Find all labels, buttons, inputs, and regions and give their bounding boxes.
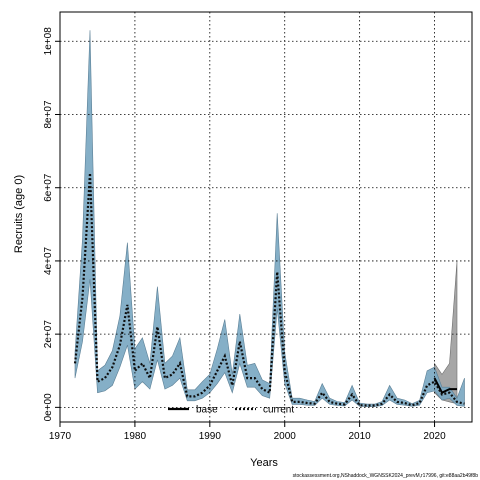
y-tick-label: 6e+07 [43,173,54,202]
series-line-base [433,377,457,395]
y-tick-label: 8e+07 [43,100,54,129]
x-tick-label: 1980 [124,431,147,442]
y-tick-label: 4e+07 [43,246,54,275]
x-tick-label: 2010 [349,431,372,442]
plot-frame [59,11,473,423]
current-confidence-band [74,30,465,407]
y-axis-title: Recruits (age 0) [13,175,25,253]
legend: base current [168,405,294,416]
x-axis-title: Years [250,457,278,469]
legend-label-current: current [263,405,294,416]
legend-label-base: base [196,405,218,416]
confidence-bands [74,30,465,407]
x-tick-label: 1970 [49,431,72,442]
y-tick-label: 1e+08 [43,27,54,56]
x-axis: 1970 1980 1990 2000 2010 2020 [49,422,446,442]
y-tick-label: 0e+00 [43,393,54,422]
grid [59,12,472,422]
series-lines [73,173,465,407]
caption: stockassessment.org,NShaddock_WGNSSK2024… [293,473,479,479]
x-tick-label: 2000 [274,431,297,442]
x-tick-label: 1990 [199,431,222,442]
y-axis: 0e+00 2e+07 4e+07 6e+07 8e+07 1e+08 [43,27,60,422]
y-tick-label: 2e+07 [43,320,54,349]
x-tick-label: 2020 [423,431,446,442]
